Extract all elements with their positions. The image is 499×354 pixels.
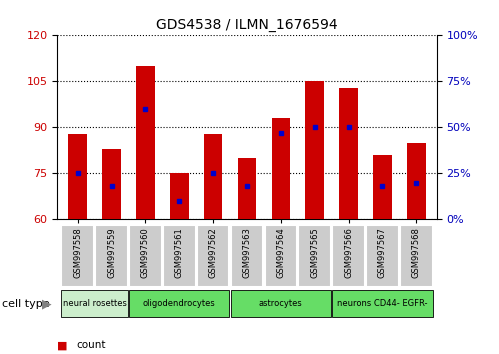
Text: oligodendrocytes: oligodendrocytes xyxy=(143,299,216,308)
Text: GSM997564: GSM997564 xyxy=(276,227,285,278)
FancyBboxPatch shape xyxy=(332,290,433,317)
FancyBboxPatch shape xyxy=(61,225,94,287)
Text: ■: ■ xyxy=(57,340,68,350)
Bar xyxy=(373,155,392,219)
Bar xyxy=(305,81,324,219)
Text: neural rosettes: neural rosettes xyxy=(63,299,127,308)
FancyBboxPatch shape xyxy=(61,290,128,317)
Text: GSM997561: GSM997561 xyxy=(175,227,184,278)
Bar xyxy=(102,149,121,219)
Bar xyxy=(170,173,189,219)
Text: ▶: ▶ xyxy=(41,297,51,310)
Bar xyxy=(271,118,290,219)
FancyBboxPatch shape xyxy=(332,225,365,287)
FancyBboxPatch shape xyxy=(231,225,263,287)
Text: count: count xyxy=(76,340,106,350)
FancyBboxPatch shape xyxy=(129,290,230,317)
Text: GSM997558: GSM997558 xyxy=(73,227,82,278)
Text: GSM997559: GSM997559 xyxy=(107,227,116,278)
Text: cell type: cell type xyxy=(2,298,50,309)
FancyBboxPatch shape xyxy=(231,290,331,317)
Bar xyxy=(407,143,426,219)
Text: GSM997565: GSM997565 xyxy=(310,227,319,278)
Bar xyxy=(339,87,358,219)
FancyBboxPatch shape xyxy=(163,225,196,287)
Bar xyxy=(238,158,256,219)
Bar xyxy=(136,66,155,219)
FancyBboxPatch shape xyxy=(366,225,399,287)
Text: GSM997560: GSM997560 xyxy=(141,227,150,278)
Text: GSM997566: GSM997566 xyxy=(344,227,353,278)
Bar xyxy=(204,133,223,219)
Bar xyxy=(68,133,87,219)
Title: GDS4538 / ILMN_1676594: GDS4538 / ILMN_1676594 xyxy=(156,18,338,32)
Text: GSM997562: GSM997562 xyxy=(209,227,218,278)
FancyBboxPatch shape xyxy=(264,225,297,287)
FancyBboxPatch shape xyxy=(95,225,128,287)
Text: GSM997568: GSM997568 xyxy=(412,227,421,278)
FancyBboxPatch shape xyxy=(400,225,433,287)
Text: GSM997567: GSM997567 xyxy=(378,227,387,278)
Text: GSM997563: GSM997563 xyxy=(243,227,251,278)
Text: neurons CD44- EGFR-: neurons CD44- EGFR- xyxy=(337,299,428,308)
FancyBboxPatch shape xyxy=(197,225,230,287)
FancyBboxPatch shape xyxy=(298,225,331,287)
FancyBboxPatch shape xyxy=(129,225,162,287)
Text: astrocytes: astrocytes xyxy=(259,299,303,308)
